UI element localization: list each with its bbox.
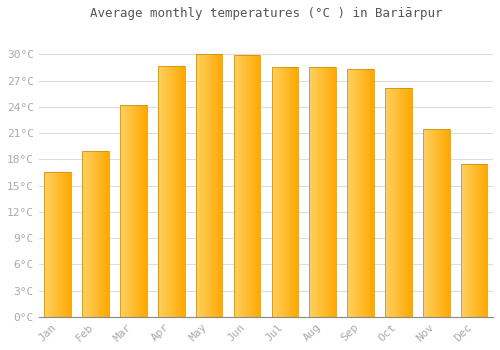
Bar bbox=[385, 88, 411, 317]
Bar bbox=[234, 55, 260, 317]
Bar bbox=[196, 54, 222, 317]
Bar bbox=[120, 105, 146, 317]
Bar bbox=[44, 173, 71, 317]
Bar bbox=[348, 69, 374, 317]
Title: Average monthly temperatures (°C ) in Bariārpur: Average monthly temperatures (°C ) in Ba… bbox=[90, 7, 442, 20]
Bar bbox=[158, 66, 184, 317]
Bar bbox=[272, 68, 298, 317]
Bar bbox=[82, 150, 109, 317]
Bar bbox=[461, 164, 487, 317]
Bar bbox=[310, 68, 336, 317]
Bar bbox=[423, 129, 450, 317]
